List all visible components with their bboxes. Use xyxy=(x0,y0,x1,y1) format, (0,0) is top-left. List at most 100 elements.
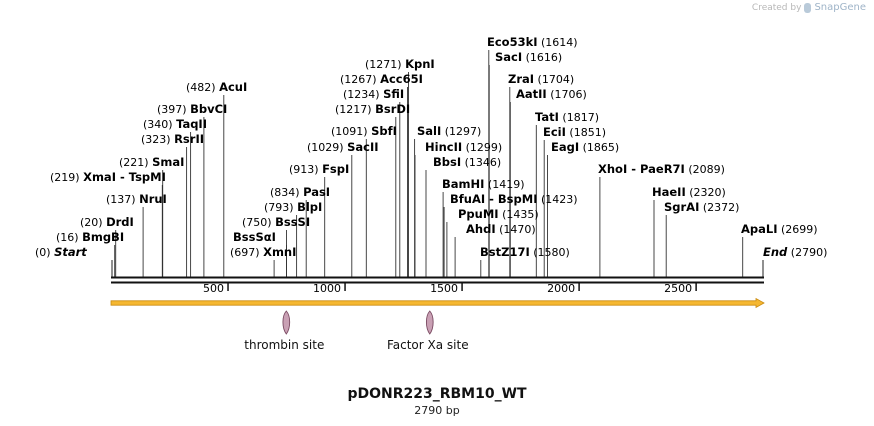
site-sbfi[interactable]: (1091) SbfI xyxy=(331,124,397,138)
site-sacii[interactable]: (1029) SacII xyxy=(307,140,379,154)
site-eco53ki[interactable]: Eco53kI (1614) xyxy=(487,35,578,49)
site-name: BlpI xyxy=(297,200,322,214)
site-position: (1580) xyxy=(530,246,570,259)
site-labels: (0) Start End (2790)(16) BmgBI(20) DrdI(1… xyxy=(35,35,827,259)
site-name: EciI xyxy=(543,125,566,139)
site-taqii[interactable]: (340) TaqII xyxy=(143,117,207,131)
tick-label-500: 500 xyxy=(203,282,224,295)
credit-brand: SnapGene xyxy=(814,2,866,13)
site-pasi[interactable]: (834) PasI xyxy=(270,185,330,199)
site-drdi[interactable]: (20) DrdI xyxy=(80,215,134,229)
site-position: (750) xyxy=(242,216,275,229)
site-name: PpuMI xyxy=(458,207,499,221)
site-leader-lines xyxy=(111,50,764,277)
site-position: (1029) xyxy=(307,141,347,154)
site-sali[interactable]: SalI (1297) xyxy=(417,124,481,138)
tick-label-1000: 1000 xyxy=(313,282,341,295)
site-name: BstZ17I xyxy=(480,245,530,259)
site-name: FspI xyxy=(322,162,349,176)
site-position: (1234) xyxy=(343,88,383,101)
snapgene-credit: Created by SnapGene xyxy=(752,2,866,13)
site-position: (219) xyxy=(50,171,83,184)
site-name: RsrII xyxy=(174,132,204,146)
site-ahdi[interactable]: AhdI (1470) xyxy=(466,222,536,236)
site-bbsi[interactable]: BbsI (1346) xyxy=(433,155,501,169)
site-bsssi[interactable]: (750) BssSI xyxy=(242,215,310,229)
site-position: (397) xyxy=(157,103,190,116)
site-position: (1435) xyxy=(499,208,539,221)
map-length: 2790 bp xyxy=(414,404,460,417)
feature-factor-xa-site-marker[interactable] xyxy=(425,310,434,335)
site-position: (1346) xyxy=(461,156,501,169)
feature-factor-xa-site-label: Factor Xa site xyxy=(387,338,469,352)
site-position: (2372) xyxy=(699,201,739,214)
tick-label-2000: 2000 xyxy=(547,282,575,295)
site-sgrai[interactable]: SgrAI (2372) xyxy=(664,200,739,214)
site-name: AhdI xyxy=(466,222,496,236)
site-xhoi[interactable]: XhoI - PaeR7I (2089) xyxy=(598,162,725,176)
site-bamhi[interactable]: BamHI (1419) xyxy=(442,177,525,191)
site-position: (137) xyxy=(106,193,139,206)
site-position: (16) xyxy=(56,231,82,244)
site-name: TaqII xyxy=(176,117,207,131)
feature-thrombin-site-marker[interactable] xyxy=(282,310,291,335)
site-name: Eco53kI xyxy=(487,35,538,49)
site-acc65i[interactable]: (1267) Acc65I xyxy=(340,72,423,86)
site-position: (793) xyxy=(264,201,297,214)
end-label: End xyxy=(763,245,788,259)
site-kpni[interactable]: (1271) KpnI xyxy=(365,57,435,71)
site-name: EagI xyxy=(551,140,579,154)
site-name: SacII xyxy=(347,140,378,154)
site-name: AcuI xyxy=(219,80,247,94)
site-ppumi[interactable]: PpuMI (1435) xyxy=(458,207,539,221)
site-acui[interactable]: (482) AcuI xyxy=(186,80,247,94)
site-position: (1423) xyxy=(538,193,578,206)
site-position: (913) xyxy=(289,163,322,176)
site-eagi[interactable]: EagI (1865) xyxy=(551,140,619,154)
site-position: (1297) xyxy=(441,125,481,138)
site-bsrdi[interactable]: (1217) BsrDI xyxy=(335,102,410,116)
site-sfii[interactable]: (1234) SfiI xyxy=(343,87,404,101)
site-name: BssSI xyxy=(275,215,310,229)
site-fspi[interactable]: (913) FspI xyxy=(289,162,349,176)
site-apali[interactable]: ApaLI (2699) xyxy=(741,222,818,236)
site-bsss-i[interactable]: BssSαI xyxy=(233,230,276,244)
site-bstz17i[interactable]: BstZ17I (1580) xyxy=(480,245,570,259)
site-zrai[interactable]: ZraI (1704) xyxy=(508,72,574,86)
site-bfuai[interactable]: BfuAI - BspMI (1423) xyxy=(450,192,578,206)
orf-arrow-shape[interactable] xyxy=(110,297,765,309)
site-hincii[interactable]: HincII (1299) xyxy=(425,140,502,154)
tick-label-1500: 1500 xyxy=(430,282,458,295)
site-xmai[interactable]: (219) XmaI - TspMI xyxy=(50,170,166,184)
site-name: SacI xyxy=(495,50,522,64)
snapgene-logo-icon xyxy=(804,2,812,13)
site-ecii[interactable]: EciI (1851) xyxy=(543,125,606,139)
site-name: NruI xyxy=(139,192,167,206)
tick-label-2500: 2500 xyxy=(664,282,692,295)
credit-prefix: Created by xyxy=(751,2,802,13)
site-name: BfuAI xyxy=(450,192,485,206)
site-tati[interactable]: TatI (1817) xyxy=(535,110,599,124)
site-rsrii[interactable]: (323) RsrII xyxy=(141,132,204,146)
site-haeii[interactable]: HaeII (2320) xyxy=(652,185,726,199)
site-position: (1091) xyxy=(331,125,371,138)
site-name: XmaI xyxy=(83,170,116,184)
site-position: (1865) xyxy=(579,141,619,154)
site-blpi[interactable]: (793) BlpI xyxy=(264,200,322,214)
site-position: (1706) xyxy=(547,88,587,101)
site-nrui[interactable]: (137) NruI xyxy=(106,192,167,206)
site-bmgbi[interactable]: (16) BmgBI xyxy=(56,230,124,244)
site-aatii[interactable]: AatII (1706) xyxy=(516,87,587,101)
site-saci[interactable]: SacI (1616) xyxy=(495,50,562,64)
site-xmni[interactable]: (697) XmnI xyxy=(230,245,296,259)
site-bbvci[interactable]: (397) BbvCI xyxy=(157,102,227,116)
site-position: (1419) xyxy=(484,178,524,191)
site-position: (1470) xyxy=(496,223,536,236)
site-smai[interactable]: (221) SmaI xyxy=(119,155,184,169)
site-name: BmgBI xyxy=(82,230,124,244)
site-name-alt: - BspMI xyxy=(485,192,537,206)
site-position: (2320) xyxy=(686,186,726,199)
feature-sites: thrombin site Factor Xa site xyxy=(244,310,469,352)
site-name-alt: - TspMI xyxy=(116,170,166,184)
site-position: (2699) xyxy=(778,223,818,236)
